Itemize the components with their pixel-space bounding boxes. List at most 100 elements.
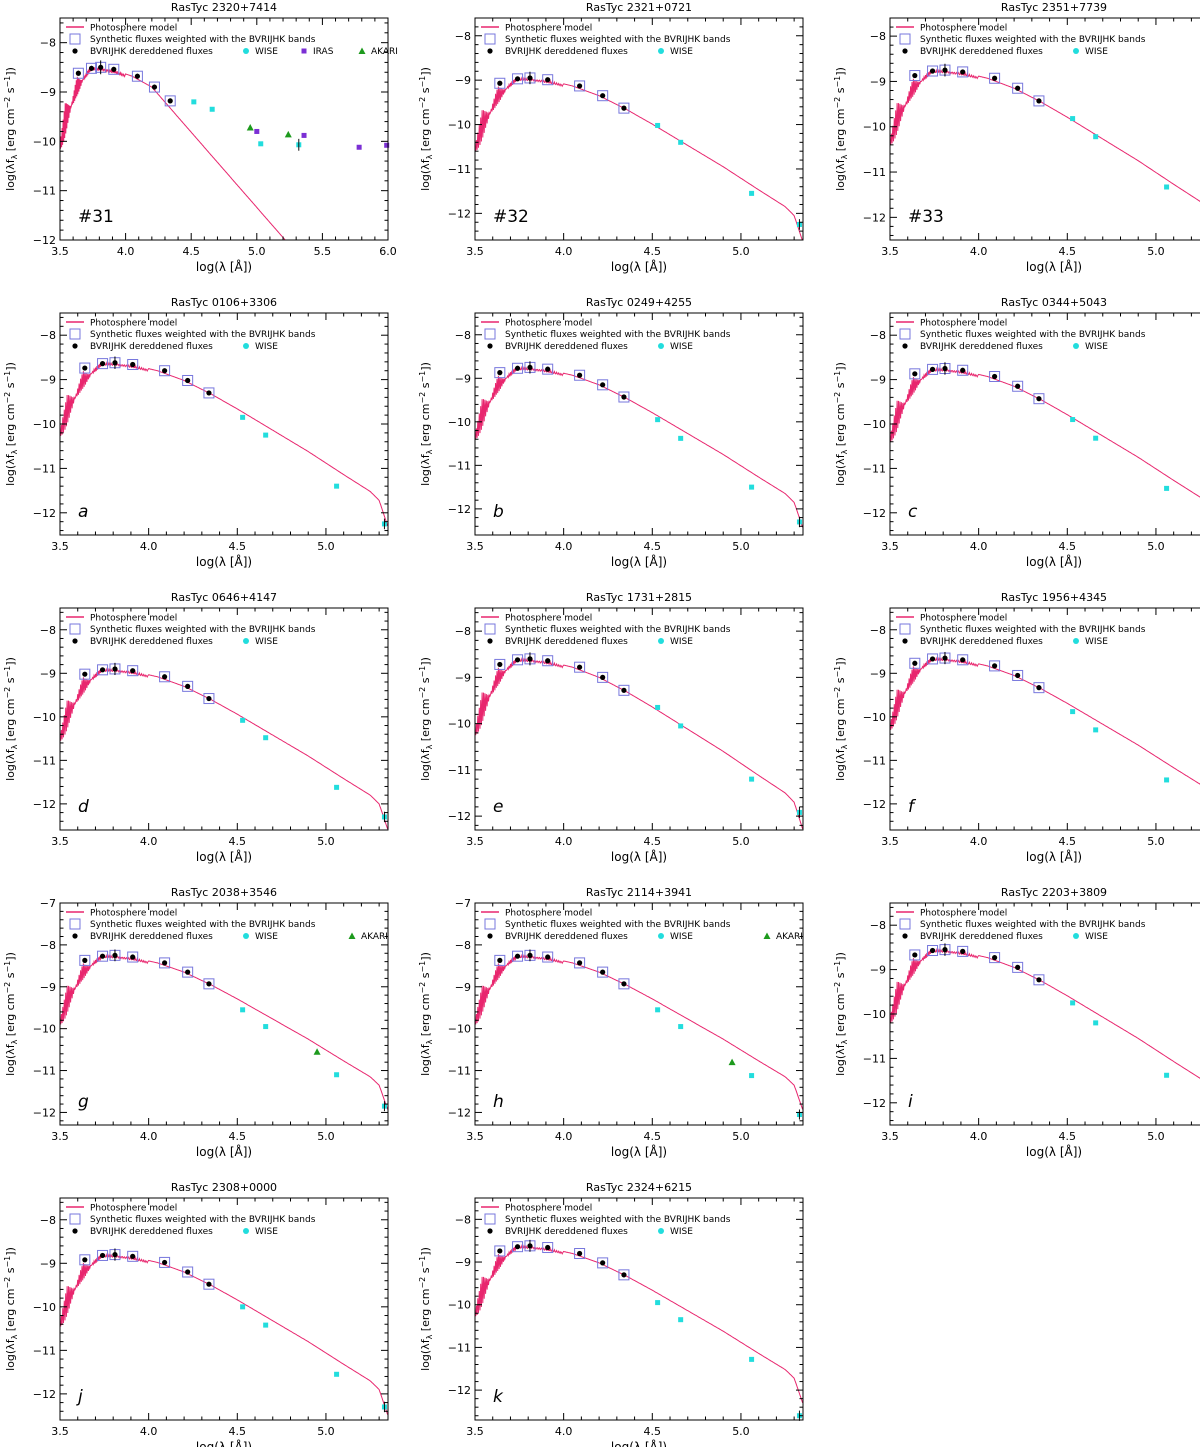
y-tick-label: −10 [33,1301,56,1314]
synthetic-flux-marker [1012,380,1024,392]
x-tick-label: 4.5 [644,540,662,553]
dereddened-flux-point [206,981,212,987]
sed-panel-1: RasTyc 2320+7414 3.5 4.0 4.5 5.0 5.5 6.0 −12 −11… [3,1,398,274]
synthetic-flux-marker [127,1250,139,1262]
photosphere-model-line [890,947,1200,1079]
dereddened-flux-point [912,371,918,377]
wise-point [263,735,269,741]
synthetic-flux-marker [127,665,139,677]
dereddened-flux-point [621,687,627,693]
wise-point [655,1007,661,1013]
plot-frame [59,902,389,1126]
dereddened-flux-point [992,663,998,669]
model-group [60,667,388,830]
dereddened-flux-point [99,361,106,367]
dereddened-flux-point [600,969,606,975]
x-axis-label: log(λ [Å]) [1026,259,1082,274]
x-tick-label: 4.5 [644,1130,662,1143]
dereddened-flux-point [185,969,191,975]
y-tick-label: −12 [448,503,471,516]
legend-wise-label: WISE [255,932,278,942]
legend-dereddened-label: BVRIJHK dereddened fluxes [90,342,213,352]
synthetic-flux-marker [989,660,1001,672]
x-tick-label: 4.5 [1059,245,1077,258]
legend-synthetic-label: Synthetic fluxes weighted with the BVRIJ… [505,1215,731,1225]
y-tick-label: −8 [870,30,886,43]
iras-point [356,144,362,150]
legend-model-label: Photosphere model [920,614,1007,624]
wise-point [1093,134,1099,140]
x-tick-label: 3.5 [466,540,484,553]
synthetic-flux-marker [618,978,630,990]
synthetic-flux-marker [618,102,630,114]
dereddened-flux-point [82,365,88,371]
x-tick-label: 4.5 [229,1425,247,1438]
synthetic-flux-marker [542,74,554,86]
synthetic-flux-marker [79,362,91,374]
legend-dereddened-swatch [72,933,78,939]
x-tick-label: 4.0 [117,245,135,258]
panel-title: RasTyc 2038+3546 [171,886,277,899]
legend-model-label: Photosphere model [90,909,177,919]
wise-point [655,1300,661,1306]
synthetic-flux-marker [494,954,506,966]
x-tick-label: 4.5 [229,1130,247,1143]
legend-synthetic-swatch [484,33,496,45]
legend-wise-label: WISE [670,637,693,647]
dereddened-flux-point [577,372,583,378]
dereddened-flux-point [577,960,583,966]
synthetic-flux-marker [159,1256,171,1268]
y-tick-label: −10 [33,418,56,431]
legend-model-label: Photosphere model [505,614,592,624]
synthetic-flux-marker [618,684,630,696]
legend-synthetic-swatch [484,918,496,930]
legend-synthetic-swatch [484,623,496,635]
y-tick-label: −12 [863,211,886,224]
x-tick-label: 4.0 [140,540,158,553]
y-tick-label: −10 [863,711,886,724]
dereddened-flux-point [112,360,118,366]
sed-panel-7: RasTyc 0646+4147 3.5 4.0 4.5 5.0 −12 −11 −10 −9 −… [3,591,389,864]
y-tick-label: −10 [448,1023,471,1036]
sed-panel-4: RasTyc 0106+3306 3.5 4.0 4.5 5.0 −12 −11 −10 −9 −… [3,296,389,569]
y-tick-label: −10 [448,1299,471,1312]
synthetic-flux-marker [203,1278,215,1290]
model-group [475,365,803,528]
wise-point [240,717,246,723]
x-axis-label: log(λ [Å]) [196,554,252,569]
legend-dereddened-swatch [902,48,908,54]
synthetic-flux-marker [927,653,939,665]
dereddened-flux-point [621,981,627,987]
synthetic-flux-marker [542,655,554,667]
synthetic-flux-marker [97,1249,109,1261]
dereddened-flux-point [929,947,936,954]
y-tick-label: −11 [863,1052,886,1065]
legend-synthetic-label: Synthetic fluxes weighted with the BVRIJ… [920,330,1146,340]
x-tick-label: 4.0 [555,1425,573,1438]
x-tick-label: 4.0 [555,1130,573,1143]
wise-point [749,1356,755,1362]
y-tick-label: −11 [33,754,56,767]
photosphere-model-line [60,1252,388,1415]
panel-title: RasTyc 0646+4147 [171,591,277,604]
legend-wise-swatch [1073,933,1079,939]
dereddened-flux-point [99,667,106,673]
y-tick-label: −9 [40,981,56,994]
akari-point [728,1058,736,1066]
dereddened-flux-point [577,83,583,89]
dereddened-flux-point [621,1272,627,1278]
synthetic-flux-marker [1012,669,1024,681]
legend-synthetic-label: Synthetic fluxes weighted with the BVRIJ… [90,625,316,635]
synthetic-flux-marker [203,693,215,705]
plot-frame [59,607,389,831]
x-tick-label: 5.0 [732,245,750,258]
x-axis-label: log(λ [Å]) [611,1439,667,1447]
model-group [60,1252,388,1415]
legend-wise-label: WISE [670,47,693,57]
legend-synthetic-label: Synthetic fluxes weighted with the BVRIJ… [90,35,316,45]
dereddened-flux-point [1015,85,1021,91]
wise-point [678,723,684,729]
synthetic-flux-marker [512,1241,524,1253]
dereddened-flux-point [942,947,948,953]
x-tick-label: 4.0 [140,835,158,848]
